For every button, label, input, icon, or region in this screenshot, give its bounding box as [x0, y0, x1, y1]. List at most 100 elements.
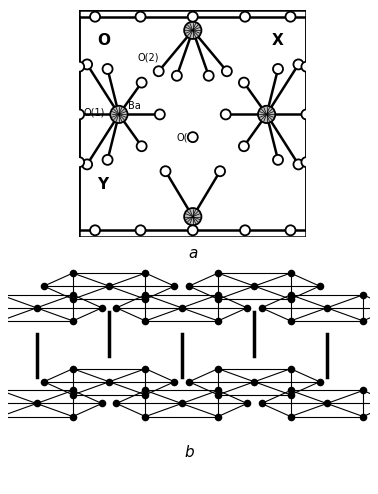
Point	[143, 386, 149, 394]
Point	[41, 378, 47, 386]
Circle shape	[82, 59, 92, 70]
Circle shape	[102, 64, 113, 74]
Circle shape	[239, 141, 249, 151]
Point	[34, 400, 40, 408]
Point	[34, 304, 40, 312]
Point	[70, 412, 76, 420]
Point	[186, 282, 192, 290]
Circle shape	[302, 109, 313, 120]
Point	[288, 386, 294, 394]
Point	[244, 400, 250, 408]
Point	[113, 400, 119, 408]
Circle shape	[90, 12, 100, 22]
Point	[0, 386, 3, 394]
Point	[106, 282, 112, 290]
Point	[360, 386, 366, 394]
Point	[172, 282, 178, 290]
Text: O(1): O(1)	[84, 107, 105, 117]
Circle shape	[188, 12, 198, 22]
Point	[143, 295, 149, 303]
Text: Y: Y	[98, 177, 108, 192]
Point	[317, 282, 323, 290]
Point	[186, 378, 192, 386]
Point	[0, 317, 3, 325]
Point	[0, 291, 3, 299]
Point	[288, 365, 294, 372]
Text: O: O	[98, 33, 110, 47]
Circle shape	[301, 62, 311, 72]
Point	[41, 282, 47, 290]
Circle shape	[161, 166, 170, 176]
Point	[70, 365, 76, 372]
Point	[215, 412, 221, 420]
Circle shape	[102, 155, 113, 165]
Circle shape	[137, 141, 147, 151]
Circle shape	[293, 160, 304, 169]
Circle shape	[240, 12, 250, 22]
Circle shape	[74, 62, 84, 72]
Point	[215, 291, 221, 299]
Point	[288, 295, 294, 303]
Text: a: a	[188, 246, 197, 261]
Circle shape	[90, 225, 100, 235]
Point	[215, 386, 221, 394]
Circle shape	[110, 106, 127, 123]
Circle shape	[74, 157, 84, 167]
Circle shape	[136, 12, 146, 22]
Point	[324, 400, 330, 408]
Point	[70, 386, 76, 394]
Point	[179, 400, 185, 408]
Circle shape	[82, 160, 92, 169]
Circle shape	[136, 225, 146, 235]
Circle shape	[273, 155, 283, 165]
Point	[288, 412, 294, 420]
Circle shape	[222, 66, 232, 76]
Circle shape	[285, 225, 296, 235]
Circle shape	[301, 109, 311, 120]
Point	[288, 317, 294, 325]
Point	[215, 269, 221, 277]
Circle shape	[240, 225, 250, 235]
Circle shape	[74, 109, 84, 120]
Point	[215, 317, 221, 325]
Circle shape	[137, 78, 147, 87]
Point	[288, 391, 294, 399]
Point	[172, 378, 178, 386]
Text: X: X	[272, 33, 284, 47]
Text: O(2): O(2)	[137, 52, 159, 62]
Circle shape	[258, 106, 275, 123]
Circle shape	[239, 78, 249, 87]
Point	[99, 304, 105, 312]
Point	[259, 400, 265, 408]
Point	[215, 365, 221, 372]
Circle shape	[154, 66, 164, 76]
Point	[143, 291, 149, 299]
Circle shape	[188, 132, 198, 142]
Point	[143, 317, 149, 325]
Point	[288, 291, 294, 299]
Point	[259, 304, 265, 312]
Circle shape	[293, 59, 304, 70]
Point	[317, 378, 323, 386]
Point	[143, 269, 149, 277]
Circle shape	[285, 12, 296, 22]
Point	[70, 295, 76, 303]
Text: b: b	[184, 445, 194, 460]
Point	[251, 282, 257, 290]
Point	[70, 269, 76, 277]
Point	[70, 291, 76, 299]
Point	[251, 378, 257, 386]
Circle shape	[188, 225, 198, 235]
Circle shape	[273, 64, 283, 74]
Circle shape	[184, 22, 201, 39]
Point	[288, 269, 294, 277]
Point	[360, 317, 366, 325]
Circle shape	[73, 109, 83, 120]
Circle shape	[221, 109, 231, 120]
Point	[143, 412, 149, 420]
Circle shape	[184, 208, 201, 225]
Point	[70, 317, 76, 325]
Point	[143, 365, 149, 372]
Text: Ba: Ba	[128, 101, 141, 112]
Point	[215, 295, 221, 303]
